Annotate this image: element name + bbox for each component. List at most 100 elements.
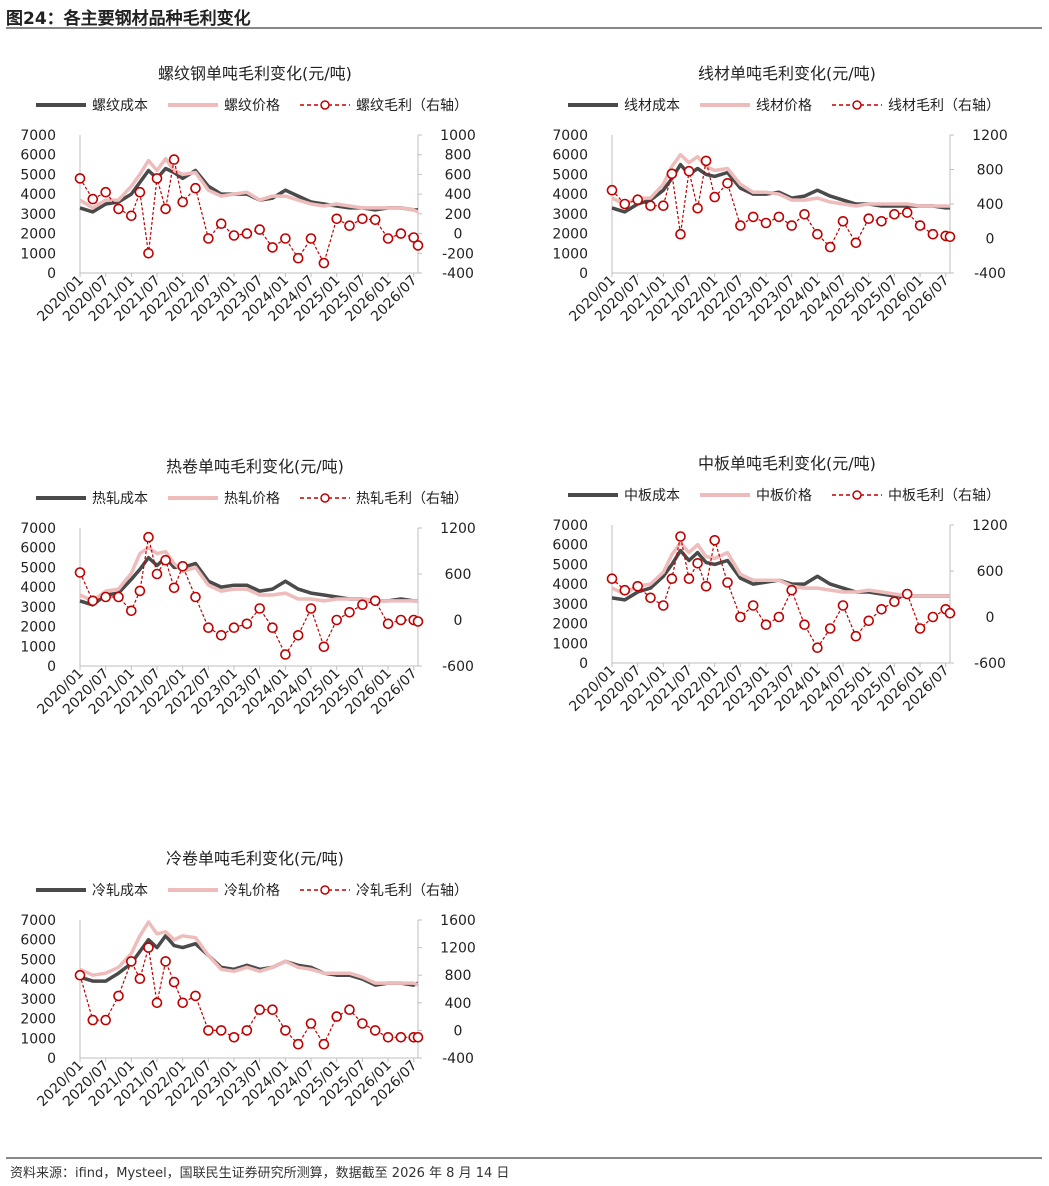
profit-point bbox=[619, 198, 631, 210]
y-left-tick-label: 3000 bbox=[552, 207, 588, 223]
profit-point bbox=[87, 1014, 99, 1026]
y-right-tick-label: 400 bbox=[445, 996, 472, 1012]
y-right-tick-label: 0 bbox=[986, 232, 995, 248]
profit-point bbox=[382, 233, 394, 244]
page-title: 图24：各主要钢材品种毛利变化 bbox=[6, 9, 251, 29]
chart-panel-medium-plate: 中板单吨毛利变化(元/吨) 中板成本 中板价格 中板毛利（右轴） 0 1000 2000 30… bbox=[532, 445, 1042, 785]
profit-point bbox=[735, 611, 746, 623]
profit-point bbox=[143, 248, 154, 259]
y-right-tick-label: 1200 bbox=[440, 941, 476, 957]
profit-point bbox=[267, 622, 278, 633]
y-left-tick-label: 3000 bbox=[20, 600, 56, 616]
profit-point bbox=[632, 581, 643, 592]
legend-label: 热轧毛利（右轴） bbox=[356, 491, 468, 507]
y-right-tick-label: 1200 bbox=[972, 128, 1008, 144]
chart-panel-rebar: 螺纹钢单吨毛利变化(元/吨) 螺纹成本 螺纹价格 螺纹毛利（右轴） 0 1000 2000 3… bbox=[0, 55, 510, 395]
profit-point bbox=[203, 1025, 214, 1036]
profit-point bbox=[666, 573, 678, 584]
profit-point bbox=[215, 218, 227, 229]
profit-point bbox=[901, 207, 913, 218]
profit-point bbox=[683, 573, 695, 584]
series-line-profit bbox=[79, 537, 419, 656]
profit-point bbox=[292, 630, 304, 641]
y-left-tick-label: 6000 bbox=[552, 148, 588, 164]
y-right-tick-label: 400 bbox=[977, 197, 1004, 213]
y-right-tick-label: -600 bbox=[974, 656, 1006, 672]
profit-point bbox=[151, 568, 163, 580]
profit-point bbox=[318, 1038, 330, 1050]
y-right-tick-label: 0 bbox=[986, 610, 995, 626]
profit-point bbox=[267, 1004, 278, 1015]
profit-point bbox=[87, 193, 99, 205]
legend-label: 螺纹价格 bbox=[224, 98, 280, 114]
profit-point bbox=[369, 214, 381, 226]
profit-point bbox=[837, 216, 849, 227]
profit-point bbox=[280, 649, 291, 660]
profit-point bbox=[190, 990, 201, 1002]
profit-point bbox=[395, 1032, 407, 1043]
y-left-tick-label: 0 bbox=[579, 656, 588, 672]
profit-point bbox=[914, 623, 926, 634]
profit-point bbox=[645, 200, 656, 211]
legend-label: 热轧成本 bbox=[92, 491, 148, 507]
profit-point bbox=[305, 233, 317, 244]
legend-label: 线材价格 bbox=[756, 98, 812, 114]
profit-point bbox=[408, 232, 420, 243]
source-note: 资料来源：ifind，Mysteel，国联民生证券研究所测算，数据截至 2026… bbox=[10, 1166, 510, 1181]
profit-point bbox=[683, 165, 695, 177]
profit-point bbox=[134, 585, 146, 597]
profit-point bbox=[143, 531, 154, 543]
legend-marker-profit bbox=[852, 100, 862, 110]
y-right-tick-label: 0 bbox=[454, 1023, 463, 1039]
series-line-price bbox=[611, 152, 950, 208]
profit-point bbox=[632, 194, 643, 205]
profit-point bbox=[692, 203, 703, 214]
profit-point bbox=[177, 561, 188, 572]
profit-point bbox=[228, 230, 240, 241]
profit-point bbox=[151, 997, 163, 1009]
y-left-tick-label: 4000 bbox=[20, 972, 56, 988]
footer-rule bbox=[6, 1157, 1042, 1159]
y-left-tick-label: 6000 bbox=[20, 148, 56, 164]
y-left-tick-label: 4000 bbox=[20, 187, 56, 203]
profit-point bbox=[168, 582, 180, 594]
profit-point bbox=[760, 619, 772, 630]
y-left-tick-label: 4000 bbox=[552, 187, 588, 203]
profit-point bbox=[241, 1025, 253, 1036]
profit-point bbox=[944, 231, 956, 243]
profit-point bbox=[331, 213, 343, 225]
y-left-tick-label: 2000 bbox=[552, 227, 588, 243]
profit-point bbox=[254, 224, 266, 235]
chart-rebar: 螺纹钢单吨毛利变化(元/吨)螺纹成本 螺纹价格 螺纹毛利（右轴）0100020003… bbox=[20, 64, 476, 325]
profit-point bbox=[760, 217, 772, 229]
profit-point bbox=[160, 554, 171, 566]
legend-label: 螺纹成本 bbox=[92, 98, 148, 114]
y-right-tick-label: 1200 bbox=[440, 521, 476, 537]
y-left-tick-label: 2000 bbox=[20, 1012, 56, 1028]
chart-title: 热卷单吨毛利变化(元/吨) bbox=[166, 457, 344, 476]
profit-point bbox=[357, 599, 368, 610]
y-left-tick-label: 7000 bbox=[552, 518, 588, 534]
profit-point bbox=[773, 211, 785, 223]
profit-point bbox=[331, 614, 343, 626]
y-right-tick-label: 600 bbox=[445, 567, 472, 583]
profit-point bbox=[134, 186, 146, 198]
profit-point bbox=[177, 196, 188, 208]
chart-panel-cold-rolled: 冷卷单吨毛利变化(元/吨) 冷轧成本 冷轧价格 冷轧毛利（右轴） 0 1000 2000 30… bbox=[0, 840, 510, 1180]
y-right-tick-label: 1000 bbox=[440, 128, 476, 144]
profit-point bbox=[786, 584, 798, 596]
profit-point bbox=[606, 184, 618, 196]
y-left-tick-label: 5000 bbox=[20, 952, 56, 968]
profit-point bbox=[692, 558, 703, 569]
y-right-tick-label: 600 bbox=[445, 167, 472, 183]
y-right-tick-label: 400 bbox=[445, 187, 472, 203]
series-line-profit bbox=[611, 536, 951, 649]
series-line-price bbox=[79, 545, 418, 603]
profit-point bbox=[901, 588, 913, 600]
profit-point bbox=[395, 614, 407, 626]
page-header: 图24：各主要钢材品种毛利变化 bbox=[0, 0, 1049, 30]
profit-point bbox=[675, 531, 686, 542]
profit-point bbox=[700, 155, 712, 167]
profit-point bbox=[619, 584, 631, 596]
profit-point bbox=[126, 605, 137, 617]
